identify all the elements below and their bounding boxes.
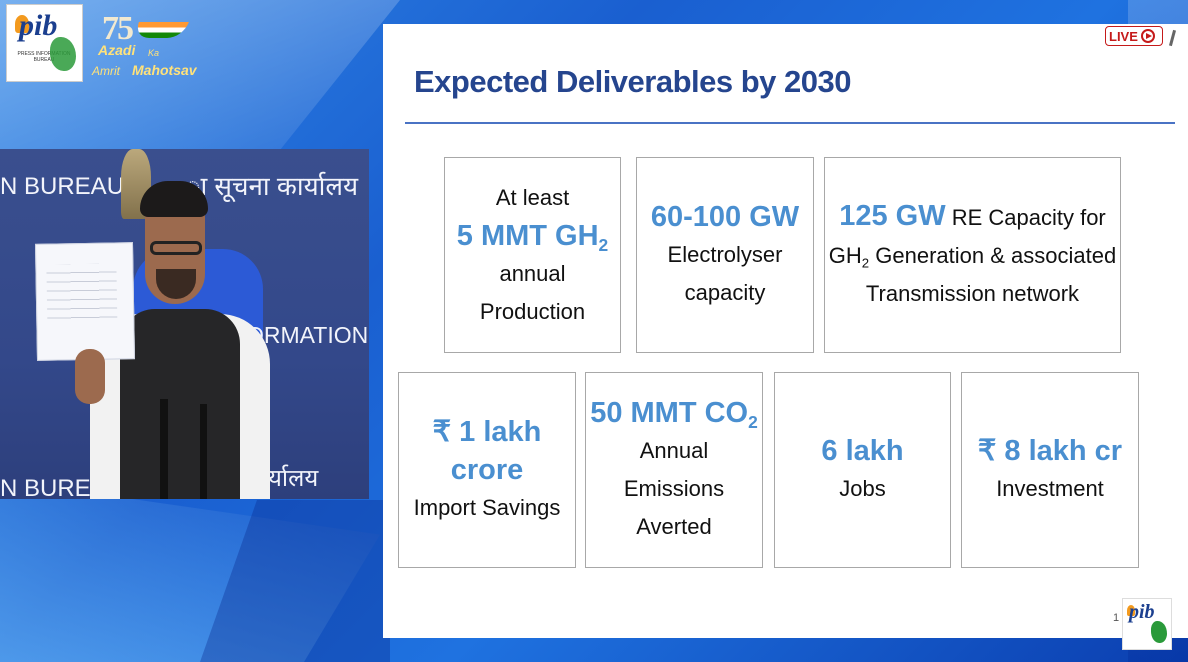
pib-logo-caption: PRESS INFORMATION BUREAU bbox=[17, 51, 71, 63]
flame-icon bbox=[1127, 605, 1135, 616]
india-map-icon bbox=[1151, 621, 1167, 643]
play-icon bbox=[1140, 29, 1155, 43]
india-map-icon bbox=[50, 37, 76, 71]
pib-logo: pib PRESS INFORMATION BUREAU bbox=[6, 4, 83, 82]
box-value: 5 MMT GH2 bbox=[456, 220, 609, 256]
box-value: 125 GW RE Capacity for bbox=[839, 200, 1106, 232]
aka-amrit: Amrit bbox=[92, 64, 120, 78]
box-text: capacity bbox=[684, 280, 766, 305]
box-text: Annual bbox=[639, 438, 709, 463]
backdrop-text: ORMATION BUR bbox=[246, 322, 369, 348]
backdrop-hindi-text: र्यालय bbox=[268, 465, 319, 492]
deliverable-box-investment: ₹ 8 lakh cr Investment bbox=[961, 372, 1139, 568]
microphone bbox=[160, 399, 168, 499]
box-value: ₹ 8 lakh cr bbox=[977, 435, 1123, 467]
deliverable-box-jobs: 6 lakh Jobs bbox=[774, 372, 951, 568]
box-text: Investment bbox=[996, 476, 1104, 501]
microphone bbox=[200, 404, 207, 499]
deliverable-box-re-capacity: 125 GW RE Capacity for GH2 Generation & … bbox=[824, 157, 1121, 353]
box-value: 60-100 GW bbox=[650, 201, 800, 233]
box-text: Import Savings bbox=[413, 495, 561, 520]
held-document bbox=[34, 242, 136, 361]
glasses bbox=[150, 241, 202, 255]
deliverable-box-electrolyser: 60-100 GW Electrolyser capacity bbox=[636, 157, 814, 353]
box-text: GH2 Generation & associated bbox=[828, 243, 1117, 271]
backdrop-hindi-text: ा सूचना कार्यालय bbox=[185, 171, 359, 201]
live-label: LIVE bbox=[1109, 28, 1138, 44]
box-text: Emissions bbox=[623, 476, 725, 501]
slide-page-number: 1 bbox=[1113, 612, 1120, 624]
presentation-slide: LIVE Expected Deliverables by 2030 At le… bbox=[383, 24, 1188, 650]
aka-azadi: Azadi bbox=[98, 42, 136, 58]
azadi-ka-amrit-mahotsav-logo: 75 Azadi Ka Amrit Mahotsav bbox=[92, 10, 222, 84]
aka-75: 75 bbox=[102, 10, 134, 47]
box-text: Production bbox=[479, 299, 586, 324]
backdrop-text: N BUREAU bbox=[0, 173, 125, 200]
flame-icon bbox=[15, 15, 29, 33]
box-text: annual bbox=[499, 261, 566, 286]
slide-title: Expected Deliverables by 2030 bbox=[414, 64, 851, 99]
box-text: Jobs bbox=[839, 476, 886, 501]
aka-ka: Ka bbox=[148, 48, 160, 58]
live-badge[interactable]: LIVE bbox=[1105, 26, 1163, 46]
pib-watermark-text: pib bbox=[1129, 601, 1155, 623]
pib-watermark-logo: pib bbox=[1122, 598, 1172, 650]
tricolor-flag-icon bbox=[133, 22, 189, 38]
box-text: At least bbox=[495, 185, 570, 210]
deliverable-box-gh2: At least 5 MMT GH2 annual Production bbox=[444, 157, 621, 353]
box-value: crore bbox=[450, 454, 524, 486]
slash-icon bbox=[1168, 29, 1177, 47]
pib-logo-text: pib bbox=[19, 9, 58, 42]
speaker-hair bbox=[140, 181, 208, 217]
box-value: 50 MMT CO2 bbox=[590, 397, 758, 433]
deliverable-box-import-savings: ₹ 1 lakh crore Import Savings bbox=[398, 372, 576, 568]
box-value: 6 lakh bbox=[821, 435, 904, 467]
title-divider bbox=[405, 122, 1175, 124]
box-text: Transmission network bbox=[865, 281, 1080, 306]
speaker-hand bbox=[75, 349, 105, 404]
deliverable-box-emissions: 50 MMT CO2 Annual Emissions Averted bbox=[585, 372, 763, 568]
aka-mahotsav: Mahotsav bbox=[132, 62, 197, 78]
speaker-vest bbox=[120, 309, 240, 499]
box-text: Averted bbox=[636, 514, 712, 539]
speaker-video: N BUREAU ा सूचना कार्यालय ORMATION BUR र… bbox=[0, 149, 369, 499]
box-text: Electrolyser bbox=[667, 242, 783, 267]
box-value: ₹ 1 lakh bbox=[432, 416, 542, 448]
